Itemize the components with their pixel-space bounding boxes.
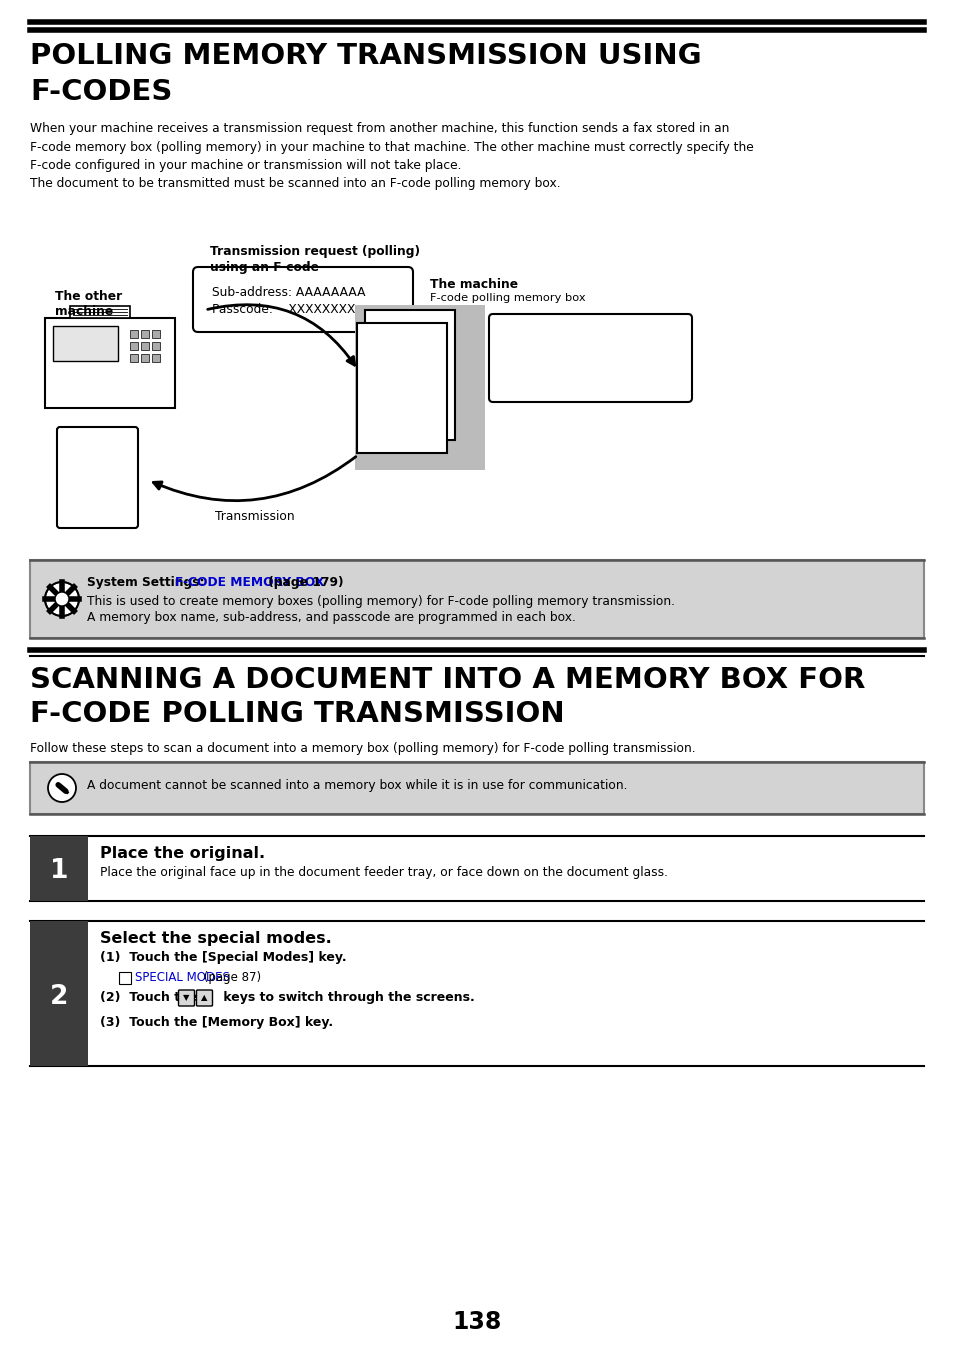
Text: The other: The other [55, 290, 122, 303]
Text: 138: 138 [452, 1310, 501, 1333]
Text: keys to switch through the screens.: keys to switch through the screens. [219, 992, 475, 1004]
Text: The machine: The machine [430, 278, 517, 290]
Text: A memory box name, sub-address, and passcode are programmed in each box.: A memory box name, sub-address, and pass… [87, 611, 576, 624]
Text: Follow these steps to scan a document into a memory box (polling memory) for F-c: Follow these steps to scan a document in… [30, 742, 695, 755]
Text: SPECIAL MODES: SPECIAL MODES [135, 971, 230, 984]
FancyBboxPatch shape [30, 836, 88, 901]
Text: F-code polling memory box: F-code polling memory box [430, 293, 585, 303]
FancyBboxPatch shape [355, 305, 484, 470]
Text: F-CODE POLLING TRANSMISSION: F-CODE POLLING TRANSMISSION [30, 700, 564, 728]
Circle shape [55, 592, 69, 607]
FancyBboxPatch shape [356, 323, 447, 453]
Circle shape [55, 592, 69, 607]
FancyBboxPatch shape [489, 313, 691, 403]
FancyBboxPatch shape [30, 762, 923, 815]
Text: F-CODE MEMORY BOX: F-CODE MEMORY BOX [175, 576, 324, 589]
FancyBboxPatch shape [70, 305, 130, 317]
Text: Select the special modes.: Select the special modes. [100, 931, 332, 946]
Text: A document cannot be scanned into a memory box while it is in use for communicat: A document cannot be scanned into a memo… [87, 780, 627, 792]
FancyBboxPatch shape [130, 354, 138, 362]
Text: (2)  Touch the: (2) Touch the [100, 992, 202, 1004]
Text: ▼: ▼ [183, 993, 190, 1002]
FancyBboxPatch shape [141, 354, 149, 362]
FancyBboxPatch shape [130, 342, 138, 350]
FancyBboxPatch shape [119, 971, 131, 984]
Text: machine: machine [55, 305, 113, 317]
FancyBboxPatch shape [45, 317, 174, 408]
Text: System Settings:: System Settings: [87, 576, 209, 589]
Text: Box name:     BBBB: Box name: BBBB [504, 332, 623, 346]
FancyBboxPatch shape [152, 330, 160, 338]
Text: ▲: ▲ [201, 993, 208, 1002]
Text: (1)  Touch the [Special Modes] key.: (1) Touch the [Special Modes] key. [100, 951, 346, 965]
FancyBboxPatch shape [30, 561, 923, 638]
FancyBboxPatch shape [178, 990, 194, 1006]
Text: POLLING MEMORY TRANSMISSION USING: POLLING MEMORY TRANSMISSION USING [30, 42, 700, 70]
Text: F-CODES: F-CODES [30, 78, 172, 105]
FancyBboxPatch shape [130, 330, 138, 338]
Text: Sub-address: AAAAAAAA: Sub-address: AAAAAAAA [212, 286, 365, 299]
FancyBboxPatch shape [57, 427, 138, 528]
Text: SCANNING A DOCUMENT INTO A MEMORY BOX FOR: SCANNING A DOCUMENT INTO A MEMORY BOX FO… [30, 666, 864, 694]
Text: Passcode:    XXXXXXXX: Passcode: XXXXXXXX [212, 303, 355, 316]
Circle shape [48, 774, 76, 802]
Text: Place the original face up in the document feeder tray, or face down on the docu: Place the original face up in the docume… [100, 866, 667, 880]
FancyBboxPatch shape [141, 342, 149, 350]
Text: Place the original.: Place the original. [100, 846, 265, 861]
Text: This is used to create memory boxes (polling memory) for F-code polling memory t: This is used to create memory boxes (pol… [87, 594, 675, 608]
Text: Transmission: Transmission [214, 509, 294, 523]
FancyBboxPatch shape [141, 330, 149, 338]
Text: using an F-code: using an F-code [210, 261, 318, 274]
Circle shape [45, 582, 79, 616]
FancyBboxPatch shape [152, 354, 160, 362]
Text: Passcode:    XXXXXXXX: Passcode: XXXXXXXX [504, 369, 648, 382]
FancyBboxPatch shape [365, 309, 455, 440]
Text: (3)  Touch the [Memory Box] key.: (3) Touch the [Memory Box] key. [100, 1016, 333, 1029]
FancyBboxPatch shape [30, 921, 88, 1066]
Text: 1: 1 [50, 858, 69, 885]
Text: 2: 2 [50, 984, 68, 1009]
Text: When your machine receives a transmission request from another machine, this fun: When your machine receives a transmissio… [30, 122, 753, 190]
FancyBboxPatch shape [193, 267, 413, 332]
Text: Transmission request (polling): Transmission request (polling) [210, 245, 419, 258]
Text: Sub-address: AAAAAAAA: Sub-address: AAAAAAAA [504, 351, 658, 363]
FancyBboxPatch shape [196, 990, 213, 1006]
Text: (page 179): (page 179) [264, 576, 343, 589]
Text: (page 87): (page 87) [200, 971, 261, 984]
FancyBboxPatch shape [53, 326, 118, 361]
FancyBboxPatch shape [152, 342, 160, 350]
